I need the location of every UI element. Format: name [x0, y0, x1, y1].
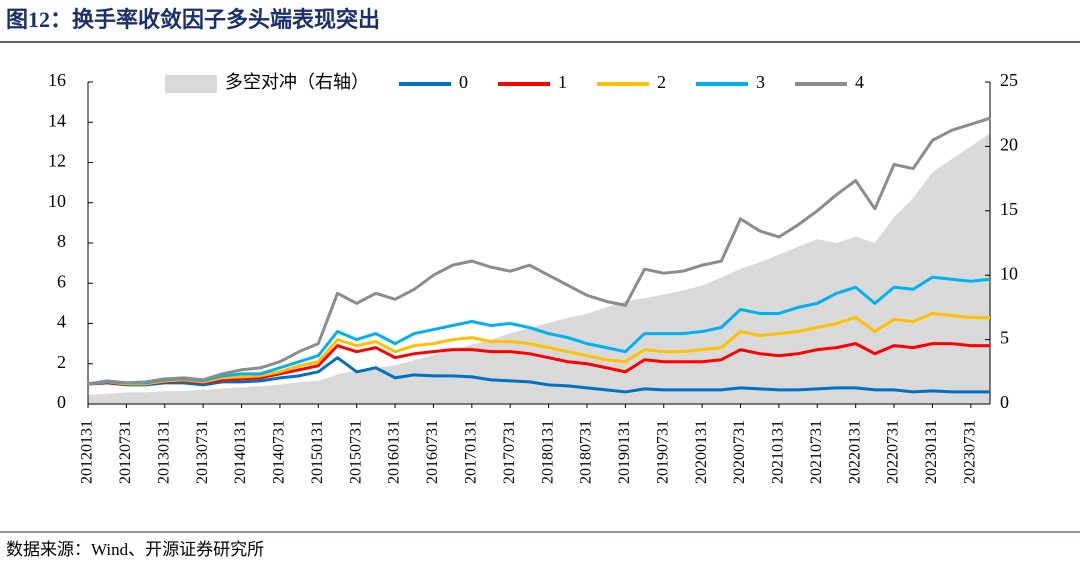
x-tick-label: 20220731: [885, 420, 902, 484]
y2-tick-label: 0: [1000, 392, 1009, 412]
y-tick-label: 2: [57, 352, 66, 372]
line: [87, 342, 990, 386]
y-tick-label: 14: [48, 110, 66, 130]
legend-label: 1: [558, 72, 567, 92]
x-tick-label: 20130131: [155, 420, 172, 484]
y-tick-label: 10: [48, 191, 66, 211]
y-tick-label: 6: [57, 271, 66, 291]
x-tick-label: 20200131: [693, 420, 710, 484]
source: 数据来源：Wind、开源证券研究所: [6, 540, 264, 559]
x-tick-label: 20190731: [654, 420, 671, 484]
legend-label: 2: [657, 72, 666, 92]
x-tick-label: 20170731: [501, 420, 518, 484]
x-tick-label: 20140131: [232, 420, 249, 484]
x-tick-label: 20120731: [117, 420, 134, 484]
y-tick-label: 0: [57, 392, 66, 412]
y2-tick-label: 10: [1000, 263, 1018, 283]
x-tick-label: 20150131: [309, 420, 326, 484]
y-tick-label: 8: [57, 231, 66, 251]
legend-label: 0: [459, 72, 468, 92]
x-tick-label: 20230131: [923, 420, 940, 484]
x-tick-label: 20120131: [79, 420, 96, 484]
x-tick-label: 20230731: [961, 420, 978, 484]
y-tick-label: 16: [48, 70, 66, 90]
x-tick-label: 20140731: [271, 420, 288, 484]
x-tick-label: 20200731: [731, 420, 748, 484]
y2-tick-label: 20: [1000, 135, 1018, 155]
x-tick-label: 20190131: [616, 420, 633, 484]
legend-swatch: [165, 75, 217, 93]
x-tick-label: 20150731: [347, 420, 364, 484]
x-tick-label: 20180731: [578, 420, 595, 484]
y2-tick-label: 5: [1000, 328, 1009, 348]
x-tick-label: 20170131: [463, 420, 480, 484]
y2-tick-label: 15: [1000, 199, 1018, 219]
x-tick-label: 20130731: [194, 420, 211, 484]
legend-label: 多空对冲（右轴）: [225, 72, 369, 92]
x-tick-label: 20210731: [808, 420, 825, 484]
legend-label: 4: [855, 72, 864, 92]
y-tick-label: 4: [57, 312, 66, 332]
x-tick-label: 20210131: [770, 420, 787, 484]
line: [87, 275, 991, 386]
y2-tick-label: 25: [1000, 70, 1018, 90]
line: [87, 356, 990, 394]
line: [87, 116, 991, 386]
x-tick-label: 20160731: [424, 420, 441, 484]
x-tick-label: 20160131: [386, 420, 403, 484]
x-tick-label: 20180131: [539, 420, 556, 484]
chart-title: 图12：换手率收敛因子多头端表现突出: [6, 7, 380, 32]
line: [87, 311, 990, 386]
x-tick-label: 20220131: [846, 420, 863, 484]
y-tick-label: 12: [48, 151, 66, 171]
legend-label: 3: [756, 72, 765, 92]
